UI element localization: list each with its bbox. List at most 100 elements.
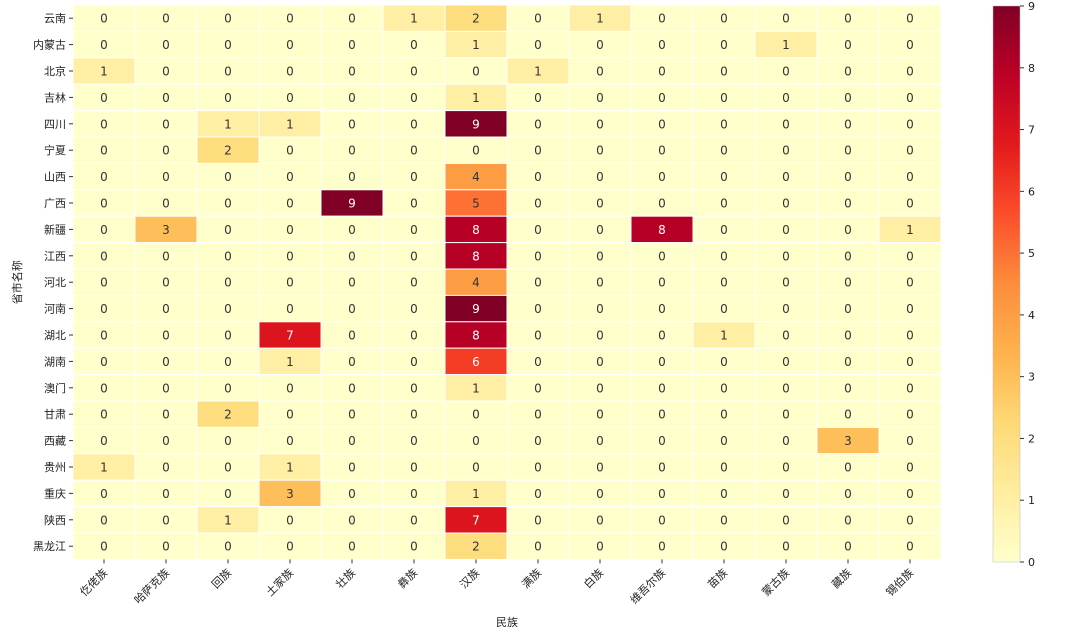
x-axis-label: 民族 [496,615,518,629]
cell-value-label: 0 [658,434,666,448]
cell-value-label: 0 [348,144,356,158]
heatmap-cell [320,83,384,112]
heatmap-cell [878,83,942,112]
cell-value-label: 0 [224,276,232,290]
cell-value-label: 0 [162,38,170,52]
heatmap-cell [630,4,694,32]
cell-value-label: 0 [844,487,852,501]
cell-value-label: 0 [410,487,418,501]
cell-value-label: 0 [844,223,852,237]
y-tick-label: 甘肃 [44,408,66,421]
cell-value-label: 0 [720,302,728,316]
heatmap-cell [878,30,942,59]
cell-value-label: 0 [906,302,914,316]
heatmap-cell [506,57,570,85]
heatmap-cell [382,374,446,402]
y-tick-label: 吉林 [44,90,66,104]
x-tick-label: 壮族 [333,566,358,591]
cell-value-label: 0 [534,540,542,554]
cell-value-label: 0 [224,249,232,263]
heatmap-cell [754,426,818,455]
cell-value-label: 8 [472,223,480,237]
cell-value-label: 0 [224,38,232,52]
cell-value-label: 0 [844,381,852,395]
cell-value-label: 0 [348,302,356,316]
cell-value-label: 0 [906,381,914,395]
heatmap-cell [382,136,446,164]
cell-value-label: 0 [720,38,728,52]
cell-value-label: 0 [658,65,666,79]
heatmap-cell [692,426,756,455]
cell-value-label: 0 [224,487,232,501]
heatmap-cell [692,453,756,481]
x-tick-label: 白族 [581,566,606,591]
heatmap-cell [444,453,508,481]
cell-value-label: 0 [348,249,356,263]
heatmap-cell [444,215,508,244]
heatmap-cell [134,532,198,560]
cell-value-label: 0 [720,434,728,448]
cell-value-label: 0 [224,12,232,26]
cell-value-label: 2 [224,144,232,158]
cell-value-label: 0 [162,91,170,105]
cell-value-label: 0 [410,144,418,158]
heatmap-cell [568,400,632,428]
cell-value-label: 0 [596,434,604,448]
cell-value-label: 6 [472,355,480,369]
cell-value-label: 0 [534,487,542,501]
cell-value-label: 0 [720,513,728,527]
cell-value-label: 0 [720,381,728,395]
cell-value-label: 0 [906,461,914,475]
heatmap-cell [816,83,880,112]
x-tick-label: 藏族 [829,566,854,591]
cell-value-label: 0 [844,12,852,26]
y-tick-label: 西藏 [44,435,66,448]
heatmap-cell [444,294,508,323]
cell-value-label: 0 [286,434,294,448]
cell-value-label: 0 [162,461,170,475]
heatmap-cell [692,321,756,349]
cell-value-label: 0 [224,461,232,475]
heatmap-cell [134,136,198,164]
heatmap-cell [568,453,632,481]
x-tick-label: 彝族 [395,566,420,591]
cell-value-label: 0 [658,540,666,554]
cell-value-label: 1 [472,381,480,395]
cell-value-label: 3 [162,223,170,237]
heatmap-cell [630,110,694,138]
cell-value-label: 0 [658,117,666,131]
heatmap-cell [692,162,756,191]
heatmap-cell [506,242,570,270]
cell-value-label: 0 [286,38,294,52]
cell-value-label: 0 [844,38,852,52]
cell-value-label: 8 [472,329,480,343]
cell-value-label: 0 [720,461,728,475]
heatmap-cell [506,215,570,244]
y-tick-label: 山西 [44,171,66,184]
cell-value-label: 1 [720,329,728,343]
cell-value-label: 0 [596,540,604,554]
cell-value-label: 0 [534,461,542,475]
y-tick-label: 湖南 [44,355,66,368]
heatmap-cell [692,268,756,296]
cell-value-label: 0 [844,249,852,263]
colorbar [992,5,1021,563]
cell-value-label: 0 [596,487,604,501]
heatmap-cell [258,83,322,112]
cell-value-label: 0 [844,540,852,554]
cell-value-label: 0 [100,170,108,184]
heatmap-cell [816,110,880,138]
cell-value-label: 0 [224,65,232,79]
cell-value-label: 0 [534,223,542,237]
cell-value-label: 0 [100,487,108,501]
heatmap-cell [568,57,632,85]
cell-value-label: 0 [782,197,790,211]
cell-value-label: 0 [100,117,108,131]
cell-value-label: 9 [472,302,480,316]
heatmap-cell [444,136,508,164]
heatmap-cell [692,400,756,428]
heatmap-cell [382,215,446,244]
heatmap-cell [630,374,694,402]
cell-value-label: 0 [472,461,480,475]
cell-value-label: 0 [100,144,108,158]
